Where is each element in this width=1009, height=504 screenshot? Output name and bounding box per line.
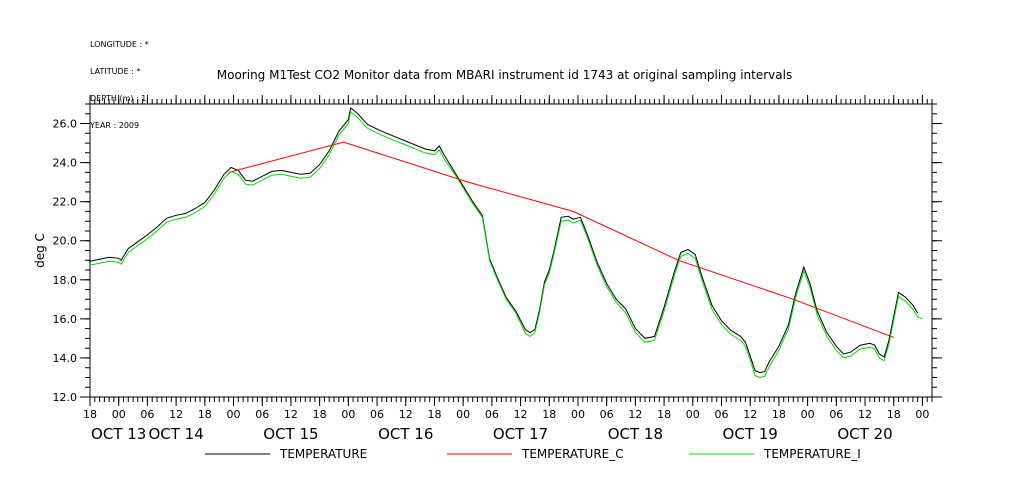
series-line-temperature [89, 106, 919, 374]
plot-frame [89, 103, 933, 398]
x-hour-label: 00 [227, 408, 241, 421]
legend-label: TEMPERATURE [279, 447, 367, 461]
x-hour-label: 18 [772, 408, 786, 421]
meta-depth: DEPTH (m) : 1 [90, 94, 147, 103]
y-tick-label: 20.0 [53, 235, 78, 248]
y-tick-label: 24.0 [53, 157, 78, 170]
y-tick-label: 12.0 [53, 391, 78, 404]
y-tick-label: 18.0 [53, 274, 78, 287]
legend-label: TEMPERATURE_C [521, 447, 624, 461]
x-hour-label: 18 [427, 408, 441, 421]
x-day-label: OCT 15 [263, 425, 318, 443]
x-hour-label: 18 [83, 408, 97, 421]
x-hour-label: 12 [514, 408, 528, 421]
x-hour-label: 06 [829, 408, 843, 421]
x-hour-label: 18 [198, 408, 212, 421]
x-hour-label: 00 [112, 408, 126, 421]
y-tick-label: 14.0 [53, 352, 78, 365]
x-hour-label: 06 [715, 408, 729, 421]
series-line-temperature-c [228, 141, 894, 338]
x-hour-label: 12 [743, 408, 757, 421]
x-hour-label: 00 [915, 408, 929, 421]
x-hour-label: 12 [628, 408, 642, 421]
meta-latitude: LATITUDE : * [90, 67, 141, 76]
x-day-label: OCT 20 [837, 425, 892, 443]
x-hour-label: 18 [542, 408, 556, 421]
x-hour-label: 06 [600, 408, 614, 421]
x-hour-label: 06 [255, 408, 269, 421]
meta-longitude: LONGITUDE : * [90, 40, 149, 49]
x-hour-label: 18 [657, 408, 671, 421]
metadata-block: LONGITUDE : * LATITUDE : * DEPTH (m) : 1… [90, 22, 149, 139]
x-hour-label: 12 [169, 408, 183, 421]
x-day-label: OCT 19 [723, 425, 778, 443]
x-hour-label: 18 [313, 408, 327, 421]
x-hour-label: 12 [284, 408, 298, 421]
chart-title: Mooring M1Test CO2 Monitor data from MBA… [216, 68, 793, 82]
x-hour-label: 06 [370, 408, 384, 421]
x-hour-label: 00 [686, 408, 700, 421]
x-hour-label: 18 [887, 408, 901, 421]
y-minor-ticks [85, 103, 937, 398]
meta-year: YEAR : 2009 [90, 121, 140, 130]
x-hour-label: 00 [456, 408, 470, 421]
x-day-label: OCT 14 [148, 425, 203, 443]
legend-label: TEMPERATURE_I [763, 447, 861, 461]
x-minor-ticks [89, 99, 933, 402]
x-hour-label: 00 [801, 408, 815, 421]
x-day-label: OCT 16 [378, 425, 433, 443]
x-hour-label: 12 [399, 408, 413, 421]
x-day-label: OCT 13 [91, 425, 146, 443]
x-hour-label: 00 [341, 408, 355, 421]
y-tick-label: 26.0 [53, 118, 78, 131]
x-hour-label: 06 [485, 408, 499, 421]
x-hour-label: 00 [571, 408, 585, 421]
x-hour-label: 06 [140, 408, 154, 421]
y-axis-label: deg C [33, 233, 47, 268]
y-tick-label: 22.0 [53, 196, 78, 209]
x-day-label: OCT 17 [493, 425, 548, 443]
series-line-temperature-i [89, 110, 923, 379]
y-tick-label: 16.0 [53, 313, 78, 326]
x-hour-label: 12 [858, 408, 872, 421]
x-day-label: OCT 18 [608, 425, 663, 443]
